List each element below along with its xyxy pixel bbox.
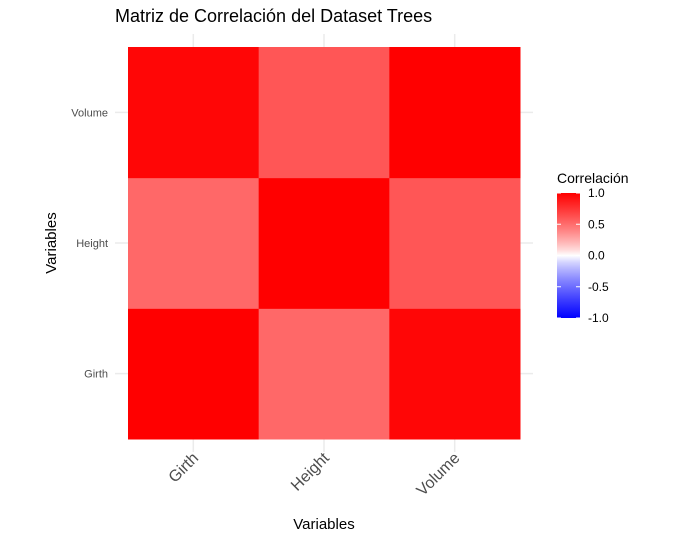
heatmap-cell (258, 308, 390, 440)
x-tick-label: Height (288, 449, 333, 494)
legend-tick-label: 0.5 (588, 217, 605, 231)
y-tick-label: Volume (71, 107, 108, 119)
x-tick-label: Volume (414, 450, 464, 500)
legend-title: Correlación (557, 170, 629, 186)
y-tick-label: Girth (84, 369, 108, 381)
heatmap-cell (258, 47, 390, 179)
legend-colorbar (557, 193, 580, 318)
heatmap-cell (389, 47, 521, 179)
x-axis-title: Variables (293, 516, 354, 533)
legend-tick-label: 1.0 (588, 186, 605, 200)
heatmap-cell (258, 177, 390, 309)
heatmap-cell (128, 47, 260, 179)
y-tick-labels: Girth Height Volume (71, 107, 108, 380)
heatmap-cells (128, 47, 521, 440)
chart-title: Matriz de Correlación del Dataset Trees (115, 6, 432, 26)
x-tick-labels: Girth Height Volume (166, 449, 464, 499)
heatmap-cell (128, 177, 260, 309)
legend-tick-label: 0.0 (588, 249, 605, 263)
legend-ticks: 1.0 0.5 0.0 -0.5 -1.0 (557, 186, 609, 325)
y-axis-title: Variables (43, 212, 60, 273)
color-legend: Correlación 1.0 0.5 0.0 -0.5 -1.0 (557, 170, 629, 325)
legend-tick-label: -0.5 (588, 280, 609, 294)
heatmap-cell (389, 177, 521, 309)
heatmap-cell (389, 308, 521, 440)
legend-tick-label: -1.0 (588, 311, 609, 325)
y-tick-label: Height (76, 238, 108, 250)
x-tick-label: Girth (166, 450, 203, 487)
heatmap-cell (128, 308, 260, 440)
